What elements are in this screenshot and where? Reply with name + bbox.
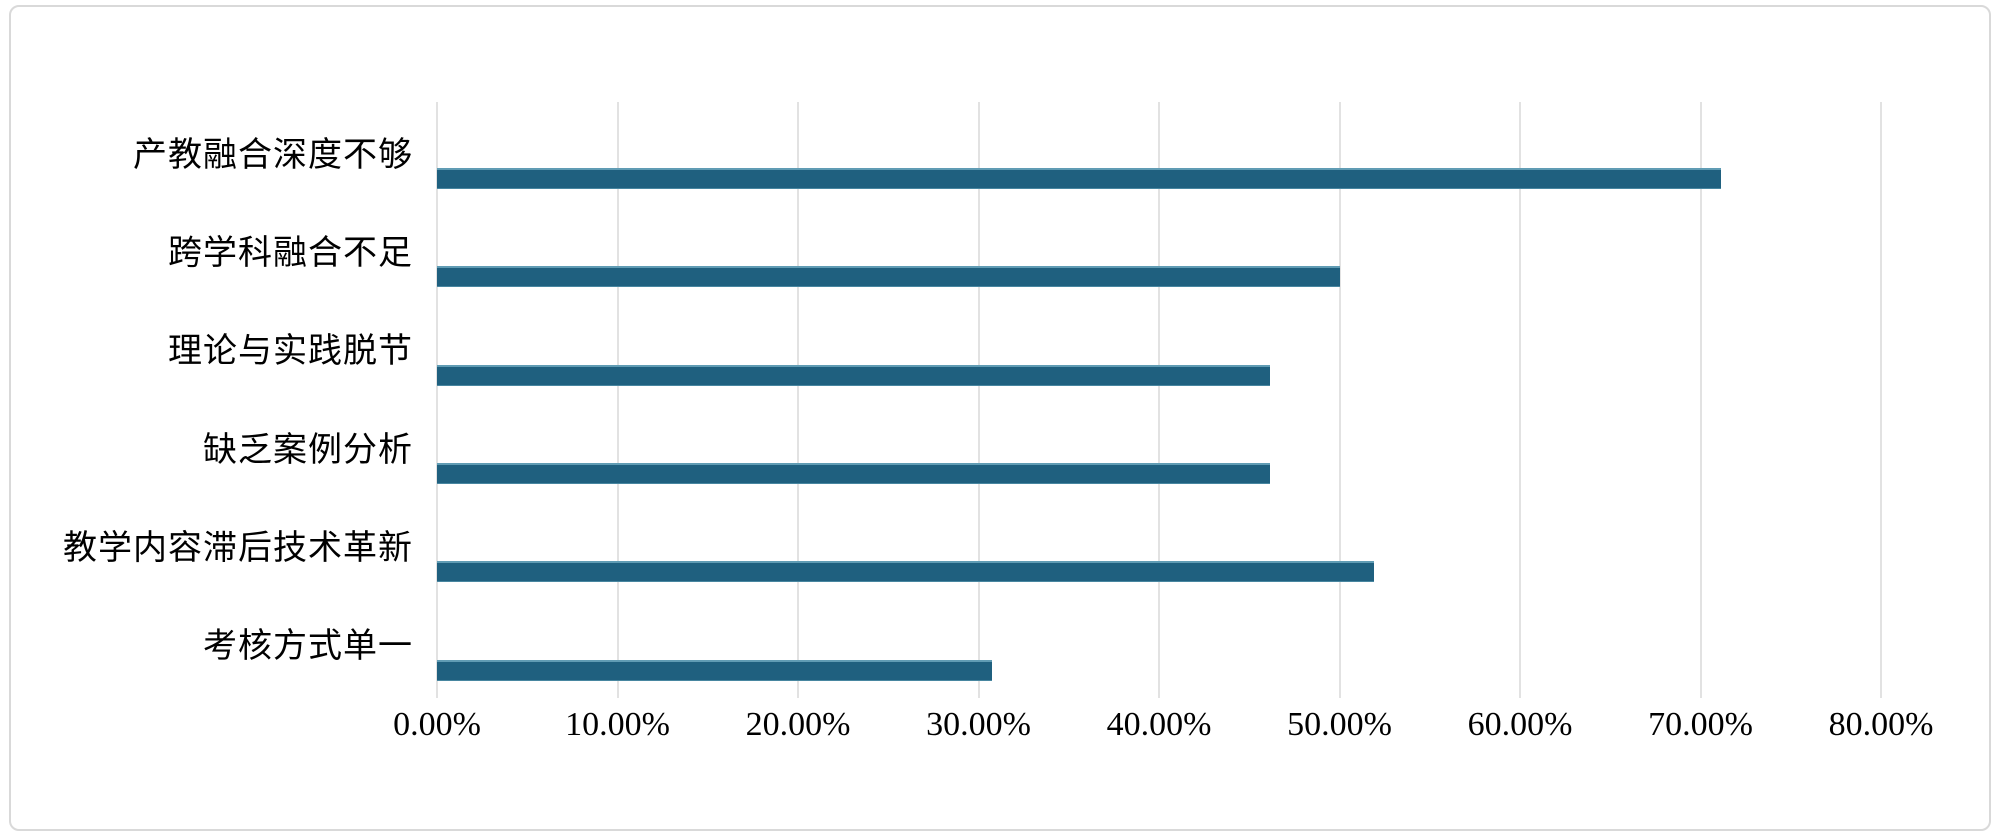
category-row: 产教融合深度不够 bbox=[133, 102, 1881, 200]
category-row: 教学内容滞后技术革新 bbox=[63, 495, 1881, 593]
x-tick-label: 30.00% bbox=[926, 706, 1031, 743]
category-row: 理论与实践脱节 bbox=[168, 299, 1881, 397]
category-label: 教学内容滞后技术革新 bbox=[63, 529, 413, 567]
bar-6 bbox=[437, 659, 993, 681]
gridline bbox=[1158, 102, 1160, 698]
x-axis: 0.00% 10.00% 20.00% 30.00% 40.00% 50.00% 60.00… bbox=[393, 692, 1933, 752]
gridline bbox=[1699, 102, 1702, 698]
plot-area: 产教融合深度不够跨学科融合不足 理论与实践脱节缺乏案例分析教学内容滞后技术革新考核… bbox=[63, 102, 1933, 743]
gridline bbox=[436, 102, 438, 698]
gridline bbox=[1338, 102, 1341, 698]
category-label: 产教融合深度不够 bbox=[133, 136, 413, 174]
category-label: 考核方式单一 bbox=[203, 628, 413, 666]
category-row: 缺乏案例分析 bbox=[203, 397, 1881, 495]
gridline bbox=[977, 102, 980, 698]
gridline bbox=[616, 102, 619, 698]
category-row: 跨学科融合不足 bbox=[168, 200, 1881, 298]
x-tick-label: 60.00% bbox=[1467, 706, 1573, 743]
gridline bbox=[1519, 102, 1521, 698]
category-rows: 产教融合深度不够跨学科融合不足 理论与实践脱节缺乏案例分析教学内容滞后技术革新考核… bbox=[63, 102, 1881, 692]
bar-3 bbox=[437, 364, 1270, 386]
category-label: 跨学科融合不足 bbox=[168, 234, 413, 272]
category-label: 理论与实践脱节 bbox=[168, 333, 413, 371]
bar-4 bbox=[437, 463, 1270, 484]
gridline bbox=[797, 102, 799, 698]
x-tick-label: 80.00% bbox=[1828, 706, 1934, 743]
chart-frame: 产教融合深度不够跨学科融合不足 理论与实践脱节缺乏案例分析教学内容滞后技术革新考核… bbox=[9, 5, 1991, 831]
x-tick-label: 0.00% bbox=[393, 706, 481, 743]
x-tick-label: 40.00% bbox=[1106, 706, 1212, 743]
gridline bbox=[1880, 102, 1882, 698]
bar-2 bbox=[437, 266, 1340, 288]
x-tick-label: 50.00% bbox=[1287, 706, 1392, 743]
x-tick-label: 70.00% bbox=[1648, 706, 1753, 743]
bar-5 bbox=[437, 561, 1375, 583]
category-row: 考核方式单一 bbox=[203, 594, 1881, 692]
category-label: 缺乏案例分析 bbox=[203, 431, 413, 469]
bar-1 bbox=[437, 168, 1722, 189]
x-tick-label: 10.00% bbox=[565, 706, 670, 743]
x-tick-label: 20.00% bbox=[745, 706, 851, 743]
